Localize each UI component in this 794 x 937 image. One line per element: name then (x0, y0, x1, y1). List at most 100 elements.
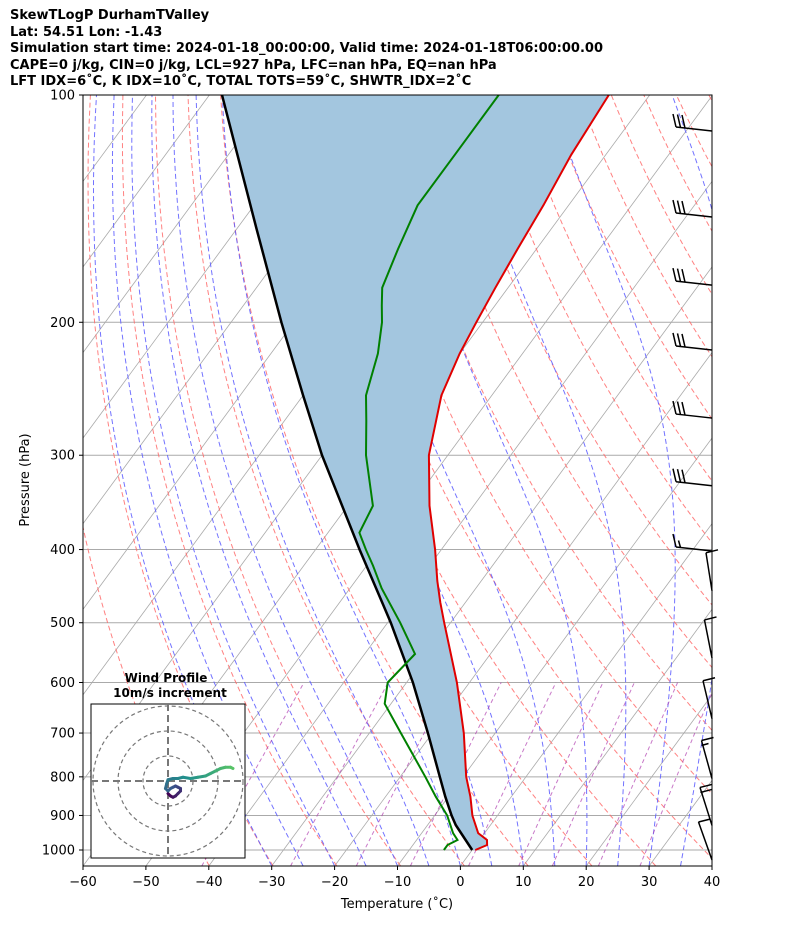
barb-feather (676, 200, 682, 214)
dry-adiabat-line (610, 95, 712, 296)
x-tick-label: −20 (321, 875, 348, 890)
barb-staff (697, 821, 713, 861)
moist-adiabat-line (221, 95, 461, 866)
barb-feather (672, 199, 677, 214)
wind-barb (703, 616, 717, 659)
dry-adiabat-line (675, 95, 712, 168)
dry-adiabat-line (155, 95, 402, 866)
dry-adiabat-line (448, 95, 712, 606)
wind-barb (672, 332, 713, 351)
barb-feather (699, 783, 713, 789)
barb-feather (700, 788, 713, 794)
barb-staff (675, 413, 713, 419)
chart-title: SkewTLogP DurhamTValley (10, 8, 210, 23)
dry-adiabat-line (708, 95, 712, 103)
barb-feather (676, 469, 682, 483)
isotherm-line (585, 694, 712, 866)
mixing-ratio-line (468, 682, 557, 866)
isotherm-line (522, 608, 712, 866)
barb-feather (704, 616, 717, 621)
isotherm-line (83, 95, 336, 439)
barb-staff (702, 680, 713, 719)
barb-feather (698, 818, 711, 823)
convective-indices-line: CAPE=0 j/kg, CIN=0 j/kg, LCL=927 hPa, LF… (10, 57, 497, 73)
parcel-profile-line (220, 95, 474, 851)
barb-feather (681, 268, 686, 283)
barb-staff (705, 552, 713, 591)
temperature-line (427, 95, 610, 851)
isotherm-line (271, 266, 712, 866)
moist-adiabat-line (195, 95, 430, 866)
wind-barb (672, 533, 713, 552)
isotherm-line (83, 95, 84, 97)
barb-staff (675, 546, 713, 552)
barb-feather (681, 401, 686, 416)
barb-feather (672, 267, 677, 282)
barb-half-feather (677, 540, 682, 548)
barb-feather (681, 469, 686, 483)
barb-feather (702, 677, 716, 682)
y-tick-label: 100 (50, 89, 75, 104)
wind-barb (672, 267, 713, 286)
x-tick-label: −30 (258, 875, 285, 890)
dry-adiabat-line (187, 95, 465, 866)
mixing-ratio-line (290, 682, 389, 866)
wind-barb (672, 199, 713, 218)
barb-feather (672, 332, 677, 347)
data-layer (220, 95, 610, 851)
dry-adiabat-line (513, 95, 712, 482)
barb-feather (681, 333, 686, 348)
y-tick-label: 300 (50, 449, 75, 464)
y-tick-label: 400 (50, 543, 75, 558)
dry-adiabat-line (87, 95, 274, 866)
moist-adiabat-line (548, 95, 676, 866)
barb-feather (672, 468, 677, 482)
barb-feather (676, 114, 682, 128)
barb-feather (676, 268, 682, 282)
moist-adiabat-line (131, 95, 336, 866)
moist-adiabat-line (456, 95, 627, 866)
y-tick-label: 800 (50, 770, 75, 785)
dry-adiabat-line (285, 95, 657, 866)
y-tick-label: 700 (50, 727, 75, 742)
isotherm-line (83, 95, 210, 268)
dry-adiabat-line (545, 95, 712, 420)
barb-staff (675, 212, 713, 218)
cape-cin-shading (222, 95, 609, 850)
location-line: Lat: 54.51 Lon: -1.43 (10, 24, 163, 40)
dry-adiabat-line (578, 95, 712, 358)
y-axis-label: Pressure (hPa) (18, 433, 33, 526)
dry-adiabat-line (121, 95, 338, 866)
barb-feather (681, 114, 686, 129)
x-tick-label: −40 (195, 875, 222, 890)
x-tick-label: 10 (515, 875, 532, 890)
moist-adiabat-line (386, 95, 588, 866)
mixing-ratio-line (518, 682, 604, 866)
wind-barbs (672, 113, 719, 861)
moist-adiabat-line (111, 95, 304, 866)
x-tick-label: 0 (456, 875, 464, 890)
y-tick-label: 600 (50, 676, 75, 691)
barb-staff (675, 280, 713, 286)
y-tick-label: 500 (50, 616, 75, 631)
chart-header: SkewTLogP DurhamTValley Lat: 54.51 Lon: … (10, 8, 603, 91)
barb-feather (672, 400, 677, 415)
x-tick-label: 40 (704, 875, 721, 890)
dry-adiabat-line (774, 95, 794, 866)
barb-feather (672, 533, 677, 548)
moist-adiabat-line (671, 95, 712, 866)
wind-barb (672, 400, 713, 419)
barb-half-feather (701, 742, 709, 747)
isotherm-line (460, 523, 712, 866)
wind-barb (702, 677, 716, 719)
x-tick-label: 30 (641, 875, 658, 890)
x-tick-label: −10 (384, 875, 411, 890)
inset-subtitle: 10m/s increment (113, 686, 227, 700)
barb-feather (672, 113, 677, 128)
barb-staff (675, 126, 713, 132)
x-tick-label: 20 (578, 875, 595, 890)
mixing-ratio-line (639, 691, 712, 866)
inset-title: Wind Profile (125, 671, 208, 685)
hodograph-segment (229, 765, 235, 770)
